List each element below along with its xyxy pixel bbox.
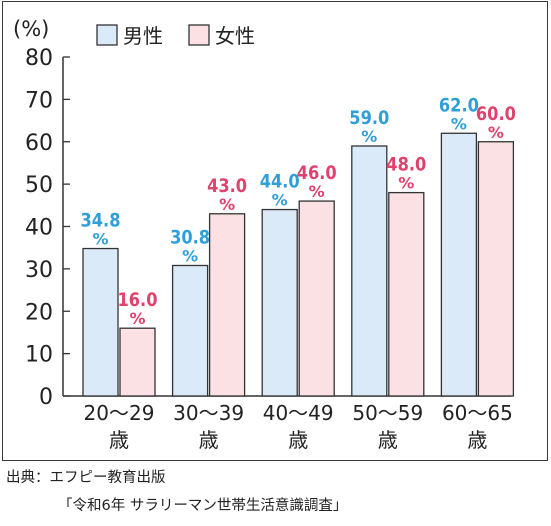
data-label-percent-female: %: [219, 195, 235, 214]
source-credit: 出典：エフピー教育出版: [6, 470, 166, 486]
bar-female: [477, 141, 515, 397]
bar-male: [351, 145, 388, 397]
x-tick-label: 40～49: [263, 401, 334, 425]
data-label-male: 44.0: [260, 171, 300, 193]
bar-female: [298, 200, 335, 397]
y-tick-label: 50: [25, 173, 53, 198]
x-tick-label-suffix: 歳: [288, 428, 308, 452]
y-tick-label: 0: [39, 385, 53, 410]
legend-swatch-male: [96, 24, 118, 46]
x-tick-label-suffix: 歳: [109, 428, 129, 452]
data-label-female: 43.0: [207, 175, 247, 197]
data-label-percent-male: %: [361, 127, 377, 146]
y-tick-label: 80: [25, 46, 53, 71]
data-label-percent-male: %: [182, 246, 198, 265]
data-label-percent-male: %: [92, 230, 108, 249]
data-label-male: 62.0: [439, 94, 479, 116]
x-tick-label-suffix: 歳: [199, 428, 219, 452]
data-label-percent-female: %: [488, 123, 504, 142]
x-tick-label: 50～59: [352, 401, 423, 425]
y-tick-label: 60: [25, 131, 53, 156]
y-tick-label: 10: [25, 343, 53, 368]
x-tick-label: 30～39: [173, 401, 244, 425]
bar-female: [119, 327, 156, 397]
data-label-male: 30.8: [170, 226, 210, 248]
y-tick-label: 20: [25, 300, 53, 325]
data-label-male: 34.8: [81, 210, 121, 232]
x-tick-label: 20～29: [84, 401, 155, 425]
source-survey-title: 「令和6年 サラリーマン世帯生活意識調査」: [58, 498, 348, 514]
legend-swatch-female: [188, 24, 210, 46]
data-label-percent-female: %: [309, 182, 325, 201]
bar-male: [171, 264, 209, 397]
data-label-female: 46.0: [297, 162, 337, 184]
y-axis-unit-label: (%): [13, 17, 49, 41]
data-label-percent-male: %: [272, 191, 288, 210]
data-label-percent-female: %: [398, 174, 414, 193]
data-label-female: 16.0: [118, 289, 158, 311]
data-label-percent-female: %: [129, 309, 145, 328]
x-tick-label-suffix: 歳: [467, 428, 487, 452]
chart-frame: (%) 0 10 20 30 40 50 60 70 80 男性 女性 34.8% 16.0% 20～29 歳…: [2, 1, 548, 461]
y-tick-label: 30: [25, 258, 53, 283]
bar-female: [388, 191, 425, 397]
x-tick-label-suffix: 歳: [378, 428, 398, 452]
y-tick-label: 70: [25, 88, 53, 113]
bar-male: [82, 247, 119, 397]
x-tick-label: 60～65: [442, 401, 513, 425]
legend-label-male: 男性: [123, 24, 163, 48]
bar-male: [261, 208, 298, 397]
data-label-percent-male: %: [451, 114, 467, 133]
bar-male: [440, 132, 478, 397]
y-tick-label: 40: [25, 216, 53, 241]
data-label-female: 48.0: [386, 154, 426, 176]
data-label-male: 59.0: [349, 107, 389, 129]
legend-label-female: 女性: [215, 24, 255, 48]
data-label-female: 60.0: [476, 103, 516, 125]
bar-female: [208, 213, 246, 397]
